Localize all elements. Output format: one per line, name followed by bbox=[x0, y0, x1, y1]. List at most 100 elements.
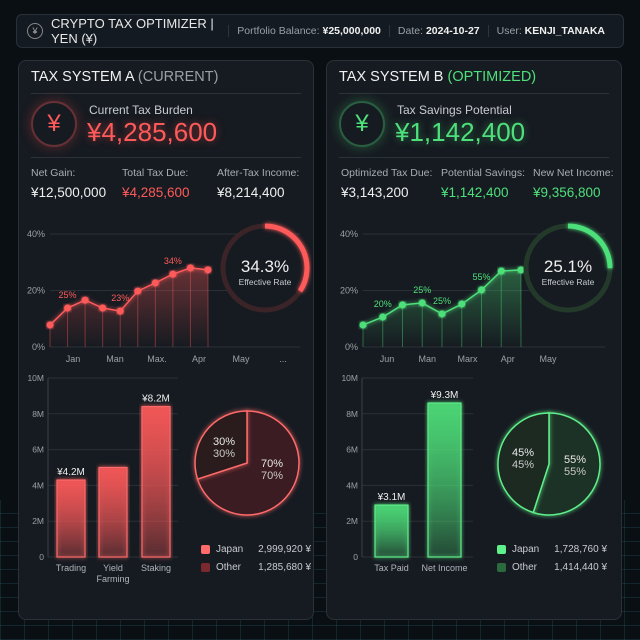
x-tick-label: May bbox=[539, 354, 557, 364]
y-tick-label: 2M bbox=[32, 516, 44, 526]
data-point bbox=[151, 279, 159, 287]
data-point bbox=[399, 301, 406, 309]
pie-label: 45% bbox=[512, 447, 534, 459]
pie-slice bbox=[196, 410, 300, 516]
y-tick-label: 4M bbox=[32, 480, 44, 490]
y-tick-label: 0 bbox=[39, 552, 44, 562]
y-tick-label: 8M bbox=[32, 409, 44, 419]
pie-slice bbox=[497, 412, 550, 514]
x-tick-label: Apr bbox=[192, 354, 206, 364]
panel-title: TAX SYSTEM A (CURRENT) bbox=[31, 69, 219, 85]
data-point bbox=[418, 299, 426, 307]
pie-slice bbox=[194, 410, 248, 481]
pie-label: 70% bbox=[261, 470, 283, 482]
data-point bbox=[99, 304, 107, 312]
bar-label: ¥9.3M bbox=[430, 390, 459, 401]
stat-total-tax: Total Tax Due: ¥4,285,600 bbox=[122, 167, 190, 200]
data-point bbox=[497, 267, 505, 275]
gauge-value: 34.3% bbox=[241, 257, 289, 276]
x-tick-label: Jan bbox=[66, 354, 81, 364]
kpi-value: ¥4,285,600 bbox=[87, 117, 218, 147]
data-point bbox=[64, 304, 72, 312]
data-point bbox=[186, 264, 194, 272]
x-tick-label: Farming bbox=[96, 574, 129, 584]
gauge-label: Effective Rate bbox=[542, 277, 595, 287]
stat-potential-savings: Potential Savings: ¥1,142,400 bbox=[441, 167, 526, 200]
area-fill bbox=[363, 269, 521, 347]
stat-net-gain: Net Gain: ¥12,500,000 bbox=[31, 167, 107, 200]
kpi-value: ¥1,142,400 bbox=[395, 117, 526, 147]
data-point bbox=[517, 266, 525, 274]
y-tick-label: 6M bbox=[346, 445, 358, 455]
data-point bbox=[359, 321, 367, 329]
gauge-label: Effective Rate bbox=[239, 277, 292, 287]
pie-label: 70% bbox=[261, 458, 283, 470]
data-label: 25% bbox=[413, 285, 431, 295]
y-tick-label: 8M bbox=[346, 409, 358, 419]
x-tick-label: Man bbox=[418, 354, 436, 364]
x-tick-label: Jun bbox=[380, 354, 395, 364]
data-label: 23% bbox=[111, 293, 129, 303]
legend-japan: Japan 1,728,760 ¥ bbox=[497, 544, 607, 555]
data-point bbox=[81, 296, 89, 304]
data-point bbox=[458, 300, 466, 308]
bar bbox=[427, 402, 462, 558]
date-display: Date: 2024-10-27 bbox=[388, 25, 488, 37]
y-tick-label: 20% bbox=[340, 286, 358, 296]
app-title: CRYPTO TAX OPTIMIZER | YEN (¥) bbox=[51, 16, 214, 46]
bar-label: ¥4.2M bbox=[56, 467, 85, 478]
y-tick-label: 6M bbox=[32, 445, 44, 455]
panel-title: TAX SYSTEM B (OPTIMIZED) bbox=[339, 69, 537, 85]
series-line bbox=[49, 267, 209, 326]
x-tick-label: Man bbox=[106, 354, 124, 364]
yen-icon: ¥ bbox=[31, 101, 77, 147]
data-point bbox=[116, 307, 124, 315]
stat-optimized-tax: Optimized Tax Due: ¥3,143,200 bbox=[341, 167, 433, 200]
stat-new-net-income: New Net Income: ¥9,356,800 bbox=[533, 167, 614, 200]
y-tick-label: 20% bbox=[27, 286, 45, 296]
gauge-arc bbox=[264, 223, 310, 293]
x-tick-label: Trading bbox=[56, 563, 86, 573]
legend-other: Other 1,285,680 ¥ bbox=[201, 562, 311, 573]
x-tick-label: Staking bbox=[141, 563, 171, 573]
y-tick-label: 0% bbox=[345, 342, 358, 352]
x-tick-label: Yield bbox=[103, 563, 123, 573]
area-fill bbox=[50, 267, 208, 347]
bar-label: ¥8.2M bbox=[141, 394, 170, 405]
data-point bbox=[478, 286, 485, 294]
x-tick-label: Max. bbox=[147, 354, 167, 364]
kpi-label: Tax Savings Potential bbox=[397, 103, 512, 117]
gauge-value: 25.1% bbox=[544, 257, 592, 276]
data-point bbox=[438, 310, 446, 318]
bar bbox=[374, 504, 409, 558]
data-point bbox=[379, 313, 387, 321]
portfolio-balance: Portfolio Balance: ¥25,000,000 bbox=[228, 25, 389, 37]
x-tick-label: Apr bbox=[501, 354, 515, 364]
bar bbox=[98, 466, 128, 558]
pie-slice bbox=[532, 412, 601, 516]
data-label: 34% bbox=[164, 256, 182, 266]
pie-label: 55% bbox=[564, 466, 586, 478]
y-tick-label: 40% bbox=[340, 229, 358, 239]
pie-label: 30% bbox=[213, 448, 235, 460]
kpi-label: Current Tax Burden bbox=[89, 103, 193, 117]
bar bbox=[56, 479, 86, 558]
x-tick-label: Tax Paid bbox=[374, 563, 409, 573]
bar bbox=[141, 406, 171, 558]
y-tick-label: 0 bbox=[353, 552, 358, 562]
data-label: 25% bbox=[59, 290, 77, 300]
pie-label: 45% bbox=[512, 459, 534, 471]
data-point bbox=[134, 287, 142, 295]
y-tick-label: 40% bbox=[27, 229, 45, 239]
x-tick-label: ... bbox=[279, 354, 287, 364]
data-point bbox=[46, 321, 54, 329]
stat-after-tax: After-Tax Income: ¥8,214,400 bbox=[217, 167, 300, 200]
legend-japan: Japan 2,999,920 ¥ bbox=[201, 544, 311, 555]
y-tick-label: 4M bbox=[346, 480, 358, 490]
y-tick-label: 10M bbox=[341, 373, 358, 383]
pie-label: 55% bbox=[564, 454, 586, 466]
user-display[interactable]: User: KENJI_TANAKA bbox=[487, 25, 613, 37]
y-tick-label: 2M bbox=[346, 516, 358, 526]
data-label: 25% bbox=[433, 296, 451, 306]
yen-icon: ¥ bbox=[339, 101, 385, 147]
